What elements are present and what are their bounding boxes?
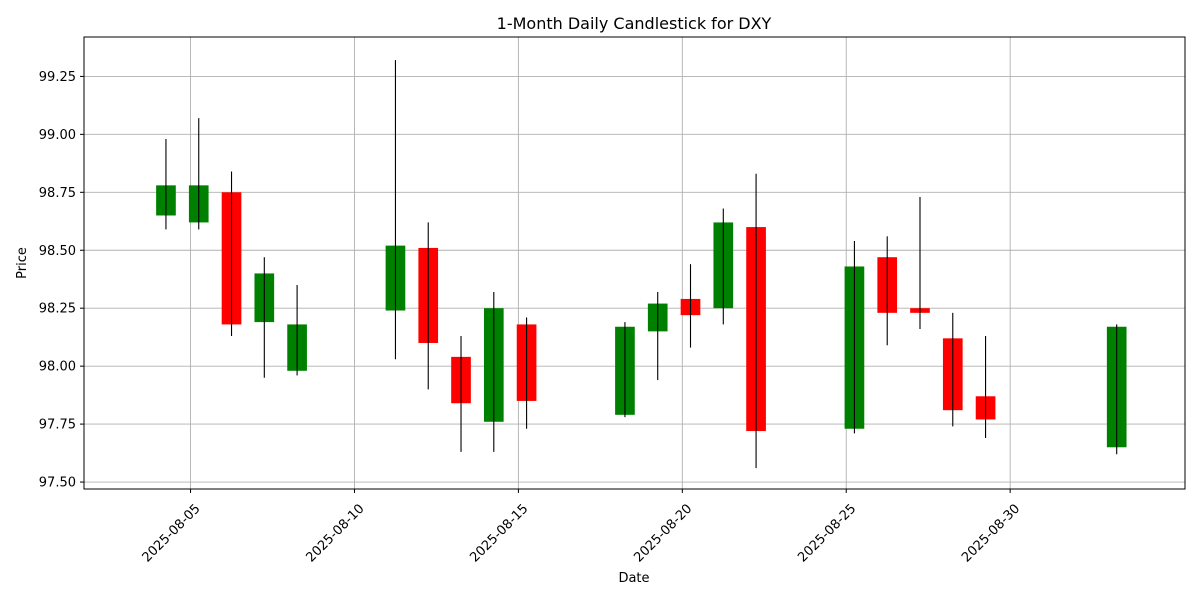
candle-down — [451, 336, 471, 452]
candle-down — [877, 236, 898, 346]
candles — [156, 60, 1127, 469]
candle-down — [746, 173, 766, 469]
candle-down — [516, 317, 537, 429]
y-tick-label: 98.75 — [39, 186, 76, 201]
x-axis-label: Date — [618, 571, 649, 586]
y-tick-label: 97.50 — [39, 476, 76, 491]
candle-up — [483, 291, 504, 452]
plot-frame — [83, 36, 1186, 490]
chart-title: 1-Month Daily Candlestick for DXY — [497, 14, 772, 33]
candle-up — [647, 291, 668, 381]
candle-up — [1106, 324, 1127, 455]
y-tick-label: 99.00 — [39, 128, 76, 143]
candle-down — [680, 264, 701, 348]
candle-up — [615, 322, 635, 418]
candle-down — [910, 196, 930, 330]
candle-down — [418, 222, 439, 390]
candle-down — [221, 171, 242, 337]
candle-down — [942, 312, 963, 427]
candle-up — [287, 285, 307, 376]
y-tick-label: 98.25 — [39, 302, 76, 317]
y-tick-label: 99.25 — [39, 70, 76, 85]
candle-up — [188, 118, 209, 230]
y-tick-label: 98.00 — [39, 360, 76, 375]
candle-up — [156, 138, 176, 230]
candle-up — [254, 257, 275, 378]
y-axis: 97.50 97.75 98.00 98.25 98.50 98.75 99.00 99.25 — [39, 70, 84, 491]
candle-up — [385, 60, 406, 360]
candle-down — [975, 336, 996, 439]
candle-up — [844, 240, 865, 434]
y-tick-label: 97.75 — [39, 418, 76, 433]
candle-up — [713, 208, 734, 325]
y-axis-label: Price — [15, 247, 30, 279]
y-tick-label: 98.50 — [39, 244, 76, 259]
